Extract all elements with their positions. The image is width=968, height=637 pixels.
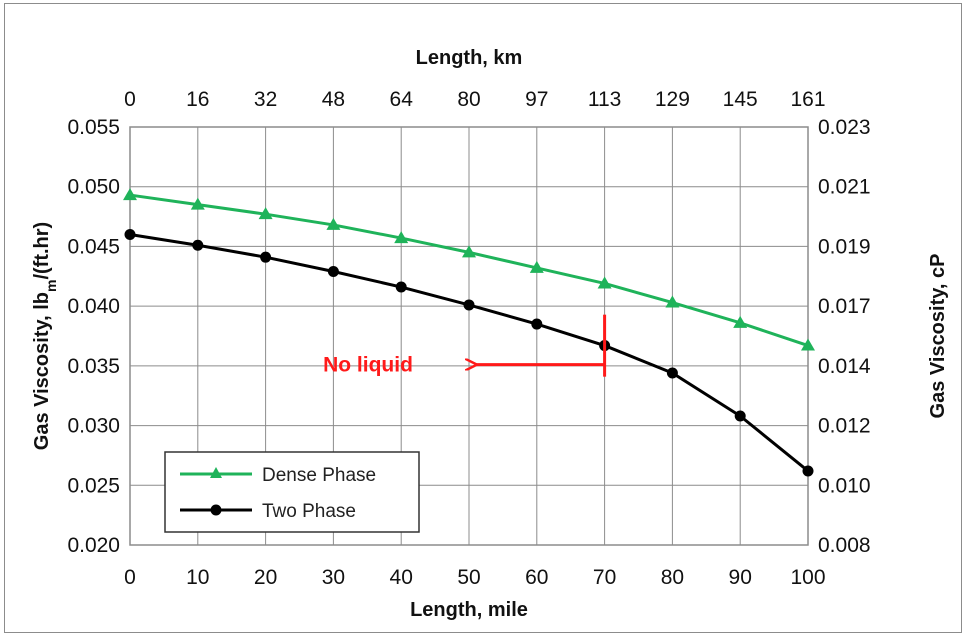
two-phase-point [327,266,339,278]
two-phase-point [802,465,814,477]
y2-tick-label: 0.012 [818,415,871,438]
y-tick-label: 0.035 [67,355,120,378]
y-tick-label: 0.050 [67,176,120,199]
legend-two-phase-label: Two Phase [262,501,356,522]
two-phase-point [463,299,475,311]
legend: Dense Phase Two Phase [164,451,420,533]
dense-phase-point [529,260,544,273]
x2-tick-label: 48 [322,88,345,111]
x-tick-label: 20 [254,566,277,589]
dense-phase-point [665,295,680,308]
y2-tick-label: 0.023 [818,116,871,139]
x2-tick-label: 161 [790,88,825,111]
dense-phase-point [733,315,748,328]
x2-tick-label: 97 [525,88,548,111]
y-tick-label: 0.045 [67,235,120,258]
x2-axis-title: Length, km [416,47,523,69]
two-phase-point [260,251,272,263]
x-tick-label: 60 [525,566,548,589]
x2-tick-label: 0 [124,88,136,111]
two-phase-point [666,367,678,379]
two-phase-point [192,239,204,251]
x2-tick-label: 129 [655,88,690,111]
x2-tick-label: 32 [254,88,277,111]
y2-tick-label: 0.008 [818,534,871,557]
x-tick-label: 100 [790,566,825,589]
x-tick-label: 90 [729,566,752,589]
y2-tick-label: 0.019 [818,235,871,258]
y2-tick-label: 0.017 [818,295,871,318]
chart-frame [4,3,962,633]
legend-dense-phase-label: Dense Phase [262,465,376,486]
x-tick-label: 30 [322,566,345,589]
plot-area [129,126,809,546]
x2-tick-label: 80 [457,88,480,111]
dense-phase-point [190,197,205,210]
x2-tick-label: 64 [390,88,414,111]
y2-tick-label: 0.010 [818,474,871,497]
y-tick-label: 0.055 [67,116,120,139]
x-tick-label: 10 [186,566,209,589]
no-liquid-annotation: No liquid [323,314,607,377]
x-tick-label: 0 [124,566,136,589]
two-phase-point [124,228,136,240]
two-phase-point [734,410,746,422]
x-tick-label: 80 [661,566,684,589]
no-liquid-label: No liquid [323,354,413,377]
dense-phase-point [462,245,476,258]
two-phase-point [395,281,407,293]
two-phase-point [531,318,543,330]
y2-axis-title: Gas Viscosity, cP [927,254,949,419]
y-tick-label: 0.040 [67,295,120,318]
x-tick-label: 40 [390,566,413,589]
x-axis-title: Length, mile [410,599,528,621]
dense-phase-point [258,207,273,220]
y2-tick-label: 0.014 [818,355,871,378]
legend-two-phase-marker [210,504,222,516]
dense-phase-point [394,231,409,244]
dense-phase-point [597,276,612,289]
y2-tick-label: 0.021 [818,176,871,199]
y-tick-label: 0.030 [67,415,120,438]
x2-tick-label: 113 [588,88,621,111]
x2-tick-label: 145 [723,88,758,111]
y-axis-title: Gas Viscosity, lbm/(ft.hr) [31,222,59,450]
legend-box [164,451,420,533]
dense-phase-point [123,188,137,201]
x-tick-label: 50 [457,566,480,589]
dense-phase-point [801,338,815,351]
x-tick-label: 70 [593,566,616,589]
legend-dense-phase-marker [210,467,222,478]
x2-tick-label: 16 [186,88,209,111]
y-tick-label: 0.020 [67,534,120,557]
dense-phase-point [326,217,341,230]
y-tick-label: 0.025 [67,474,120,497]
